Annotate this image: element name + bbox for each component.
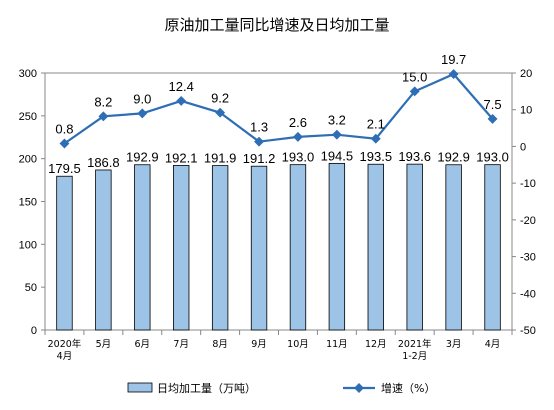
bar (289, 164, 307, 331)
y-left-tick-label: 300 (19, 68, 37, 80)
line-point (293, 131, 303, 142)
x-tick-label-line: 10月 (287, 339, 309, 350)
line-value-label: 2.1 (367, 117, 385, 132)
x-tick-label: 6月 (135, 339, 151, 350)
bar (250, 165, 268, 331)
x-tick-label-line: 6月 (135, 339, 151, 350)
bar (484, 164, 501, 331)
x-tick-label-line: 9月 (251, 339, 267, 350)
x-tick-label-line: 11月 (326, 339, 348, 350)
line-point (331, 129, 342, 140)
line-value-label: 0.8 (55, 121, 73, 136)
bar (134, 164, 151, 331)
y-right-tick-label: 0 (520, 141, 526, 153)
bar-value-label: 192.9 (126, 150, 159, 165)
bar-series (56, 162, 501, 331)
y-right-tick-label: -10 (520, 178, 536, 190)
bar (406, 163, 423, 331)
x-tick-label: 7月 (173, 339, 189, 350)
bar (211, 165, 229, 331)
x-tick-label-line: 4月 (57, 351, 73, 362)
x-tick-label-line: 3月 (446, 339, 462, 350)
bar-value-label: 193.6 (398, 149, 431, 164)
line-value-label: 7.5 (484, 97, 502, 112)
line-point (137, 108, 148, 119)
x-tick-label: 9月 (251, 339, 267, 350)
bar-value-label: 194.5 (321, 148, 354, 163)
bar (445, 164, 462, 331)
x-tick-label: 2020年 4月 (48, 338, 82, 362)
x-tick-label: 10月 (287, 339, 309, 350)
bar-value-label: 186.8 (87, 155, 120, 170)
x-tick-label-line: 8月 (212, 339, 228, 350)
bar (173, 165, 190, 331)
line-point (254, 136, 264, 147)
x-tick-label: 12月 (365, 339, 387, 350)
line-series (59, 69, 498, 149)
axes: 050100150200250300-50-40-30-20-100102020… (19, 68, 536, 362)
line-point (215, 107, 226, 118)
bar-value-label: 191.9 (204, 151, 237, 166)
y-left-tick-label: 200 (19, 154, 37, 166)
x-tick-label-line: 5月 (96, 339, 112, 350)
x-tick-label: 3月 (446, 339, 462, 350)
x-tick-label: 2021年 1-2月 (398, 338, 432, 362)
bar (56, 175, 73, 331)
x-tick-label: 5月 (96, 339, 112, 350)
line-value-label: 9.2 (211, 91, 229, 106)
y-right-tick-label: -20 (520, 215, 536, 227)
line-value-label: 2.6 (289, 115, 307, 130)
x-tick-label: 11月 (326, 339, 348, 350)
legend: 日均加工量（万吨） 增速（%） (127, 381, 435, 395)
line-value-label: 12.4 (169, 79, 194, 94)
bar-value-label: 192.9 (437, 150, 470, 165)
x-tick-label-line: 2021年 (398, 338, 432, 350)
line-value-label: 1.3 (250, 120, 268, 135)
bar-value-label: 191.2 (243, 151, 276, 166)
legend-line-label: 增速（%） (381, 381, 435, 395)
y-left-tick-label: 250 (19, 111, 37, 123)
y-right-tick-label: -30 (520, 252, 536, 264)
line-value-label: 3.2 (328, 113, 346, 128)
x-tick-label: 8月 (212, 339, 228, 350)
y-left-tick-label: 150 (19, 197, 37, 209)
data-labels: 179.5 186.8 192.9 192.1 191.9 191.2 193.0 194.5… (48, 52, 509, 176)
bar (328, 162, 346, 331)
x-tick-label-line: 7月 (173, 339, 189, 350)
chart-title: 原油加工量同比增速及日均加工量 (164, 16, 389, 34)
x-tick-label: 4月 (485, 339, 501, 350)
growth-line (63, 72, 494, 145)
bar-value-label: 193.5 (360, 149, 393, 164)
bar-value-label: 193.0 (476, 150, 509, 165)
bar-value-label: 192.1 (165, 150, 198, 165)
legend-line-marker (354, 383, 364, 393)
bar (95, 169, 112, 331)
bar (367, 163, 384, 331)
bar-value-label: 179.5 (48, 161, 81, 176)
y-right-tick-label: 20 (520, 68, 532, 80)
line-value-label: 19.7 (441, 52, 466, 67)
x-tick-label-line: 4月 (485, 339, 501, 350)
x-tick-label-line: 2020年 (48, 338, 82, 350)
x-tick-label-line: 12月 (365, 339, 387, 350)
y-left-tick-label: 0 (31, 325, 37, 337)
y-right-tick-label: -50 (520, 325, 536, 337)
y-left-tick-label: 50 (25, 282, 37, 294)
y-right-tick-label: 10 (520, 105, 532, 117)
y-right-tick-label: -40 (520, 288, 536, 300)
line-point (370, 133, 381, 144)
legend-bar-label: 日均加工量（万吨） (157, 382, 256, 395)
bar-value-label: 193.0 (282, 150, 315, 165)
y-left-tick-label: 100 (19, 239, 37, 251)
line-value-label: 15.0 (402, 69, 427, 84)
line-value-label: 8.2 (94, 94, 112, 109)
x-tick-label-line: 1-2月 (402, 351, 427, 362)
legend-bar-swatch (127, 382, 153, 393)
plot-frame (44, 72, 513, 331)
line-point (176, 95, 187, 106)
line-point (98, 111, 109, 122)
line-value-label: 9.0 (133, 91, 151, 106)
